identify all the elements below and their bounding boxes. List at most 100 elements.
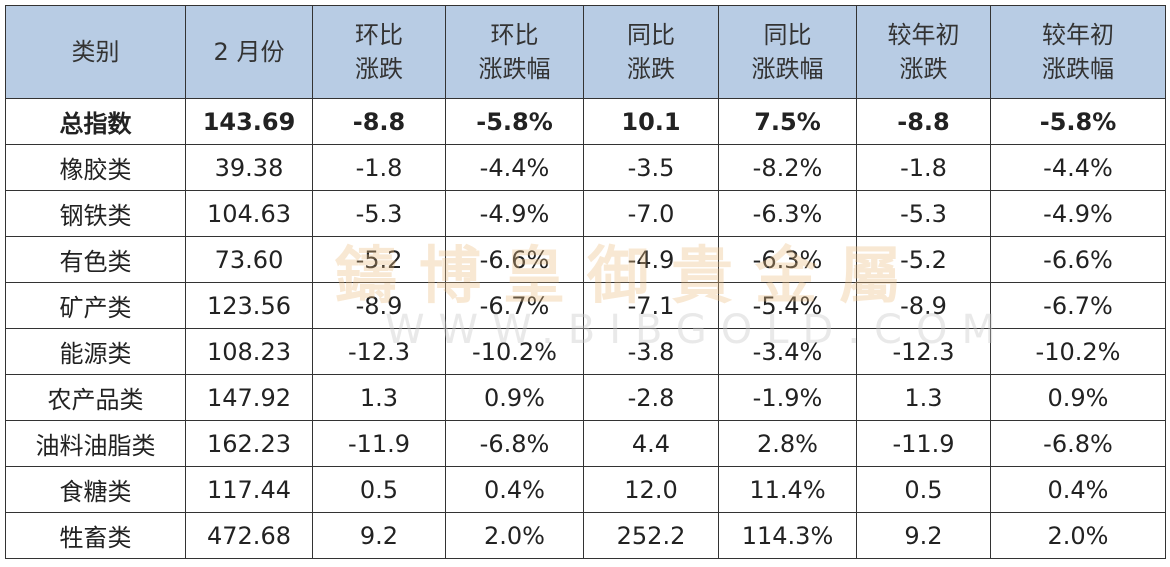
value-cell: -1.8 (312, 144, 446, 191)
category-cell: 总指数 (5, 98, 186, 145)
value-cell: -6.6% (990, 236, 1166, 283)
value-cell: 2.0% (990, 512, 1166, 559)
value-cell: -3.5 (583, 144, 719, 191)
value-cell: 1.3 (856, 374, 991, 421)
value-cell: -6.6% (445, 236, 584, 283)
header-cell: 2 月份 (185, 5, 313, 99)
header-text: 较年初 (887, 21, 960, 49)
category-cell: 钢铁类 (5, 190, 186, 237)
value-cell: 7.5% (718, 98, 857, 145)
value-cell: -6.7% (445, 282, 584, 329)
header-text: 涨跌 (627, 55, 675, 83)
value-cell: 0.9% (445, 374, 584, 421)
value-cell: -6.8% (990, 420, 1166, 467)
table-row: 钢铁类 104.63 -5.3 -4.9% -7.0 -6.3% -5.3 -4.9% (5, 190, 1166, 237)
table-row: 食糖类 117.44 0.5 0.4% 12.0 11.4% 0.5 0.4% (5, 466, 1166, 513)
value-cell: 11.4% (718, 466, 857, 513)
value-cell: 1.3 (312, 374, 446, 421)
header-text: 涨跌幅 (751, 55, 824, 83)
value-cell: 4.4 (583, 420, 719, 467)
category-cell: 橡胶类 (5, 144, 186, 191)
table-row: 油料油脂类 162.23 -11.9 -6.8% 4.4 2.8% -11.9 -6.8% (5, 420, 1166, 467)
header-text: 类别 (71, 38, 120, 66)
table-row: 有色类 73.60 -5.2 -6.6% -4.9 -6.3% -5.2 -6.6% (5, 236, 1166, 283)
table-body: 总指数 143.69 -8.8 -5.8% 10.1 7.5% -8.8 -5.8% 橡胶类 39… (5, 98, 1166, 559)
value-cell: 0.4% (445, 466, 584, 513)
category-cell: 油料油脂类 (5, 420, 186, 467)
value-cell: 9.2 (312, 512, 446, 559)
value-cell: -5.8% (445, 98, 584, 145)
category-cell: 农产品类 (5, 374, 186, 421)
value-cell: 147.92 (185, 374, 313, 421)
header-text: 同比 (627, 21, 675, 49)
value-cell: -10.2% (990, 328, 1166, 375)
value-cell: 162.23 (185, 420, 313, 467)
value-cell: -8.9 (856, 282, 991, 329)
header-text: 2 月份 (213, 38, 285, 66)
header-cell: 较年初 涨跌 (856, 5, 991, 99)
value-cell: -12.3 (312, 328, 446, 375)
value-cell: 143.69 (185, 98, 313, 145)
value-cell: -3.4% (718, 328, 857, 375)
value-cell: -10.2% (445, 328, 584, 375)
value-cell: -4.4% (990, 144, 1166, 191)
table-row: 农产品类 147.92 1.3 0.9% -2.8 -1.9% 1.3 0.9% (5, 374, 1166, 421)
value-cell: 0.5 (312, 466, 446, 513)
table-row: 总指数 143.69 -8.8 -5.8% 10.1 7.5% -8.8 -5.8% (5, 98, 1166, 145)
value-cell: -6.3% (718, 190, 857, 237)
value-cell: -8.9 (312, 282, 446, 329)
value-cell: -6.8% (445, 420, 584, 467)
header-text: 环比 (355, 21, 403, 49)
value-cell: -1.8 (856, 144, 991, 191)
category-cell: 有色类 (5, 236, 186, 283)
value-cell: 108.23 (185, 328, 313, 375)
header-cell: 同比 涨跌幅 (718, 5, 857, 99)
table-row: 矿产类 123.56 -8.9 -6.7% -7.1 -5.4% -8.9 -6.7% (5, 282, 1166, 329)
value-cell: 0.5 (856, 466, 991, 513)
value-cell: -3.8 (583, 328, 719, 375)
value-cell: 2.0% (445, 512, 584, 559)
value-cell: 73.60 (185, 236, 313, 283)
value-cell: -5.2 (856, 236, 991, 283)
value-cell: 12.0 (583, 466, 719, 513)
value-cell: 0.9% (990, 374, 1166, 421)
category-cell: 食糖类 (5, 466, 186, 513)
header-text: 较年初 (1042, 21, 1114, 49)
value-cell: -4.9% (445, 190, 584, 237)
header-cell: 同比 涨跌 (583, 5, 719, 99)
header-text: 涨跌 (899, 55, 948, 83)
value-cell: -6.3% (718, 236, 857, 283)
category-cell: 矿产类 (5, 282, 186, 329)
header-cell: 环比 涨跌 (312, 5, 446, 99)
category-cell: 能源类 (5, 328, 186, 375)
data-table: 类别 2 月份 环比 涨跌 环比 涨跌幅 同比 涨跌 同比 涨跌幅 较年初 涨跌 较年初 涨跌幅 总指数 1… (5, 5, 1166, 559)
value-cell: 104.63 (185, 190, 313, 237)
table-row: 橡胶类 39.38 -1.8 -4.4% -3.5 -8.2% -1.8 -4.4% (5, 144, 1166, 191)
value-cell: -11.9 (856, 420, 991, 467)
header-text: 同比 (763, 21, 812, 49)
value-cell: 114.3% (718, 512, 857, 559)
value-cell: -6.7% (990, 282, 1166, 329)
value-cell: 0.4% (990, 466, 1166, 513)
value-cell: -7.0 (583, 190, 719, 237)
header-text: 涨跌幅 (478, 55, 551, 83)
value-cell: -5.2 (312, 236, 446, 283)
header-text: 涨跌 (355, 55, 403, 83)
value-cell: -1.9% (718, 374, 857, 421)
value-cell: -5.3 (312, 190, 446, 237)
value-cell: 2.8% (718, 420, 857, 467)
value-cell: -12.3 (856, 328, 991, 375)
table-row: 能源类 108.23 -12.3 -10.2% -3.8 -3.4% -12.3 -10.2% (5, 328, 1166, 375)
value-cell: 9.2 (856, 512, 991, 559)
value-cell: 39.38 (185, 144, 313, 191)
value-cell: -8.8 (312, 98, 446, 145)
value-cell: -8.8 (856, 98, 991, 145)
header-text: 环比 (490, 21, 539, 49)
category-cell: 牲畜类 (5, 512, 186, 559)
header-cell: 较年初 涨跌幅 (990, 5, 1166, 99)
value-cell: -4.9 (583, 236, 719, 283)
header-row: 类别 2 月份 环比 涨跌 环比 涨跌幅 同比 涨跌 同比 涨跌幅 较年初 涨跌 较年初 涨跌幅 (5, 5, 1166, 99)
value-cell: 252.2 (583, 512, 719, 559)
value-cell: 472.68 (185, 512, 313, 559)
